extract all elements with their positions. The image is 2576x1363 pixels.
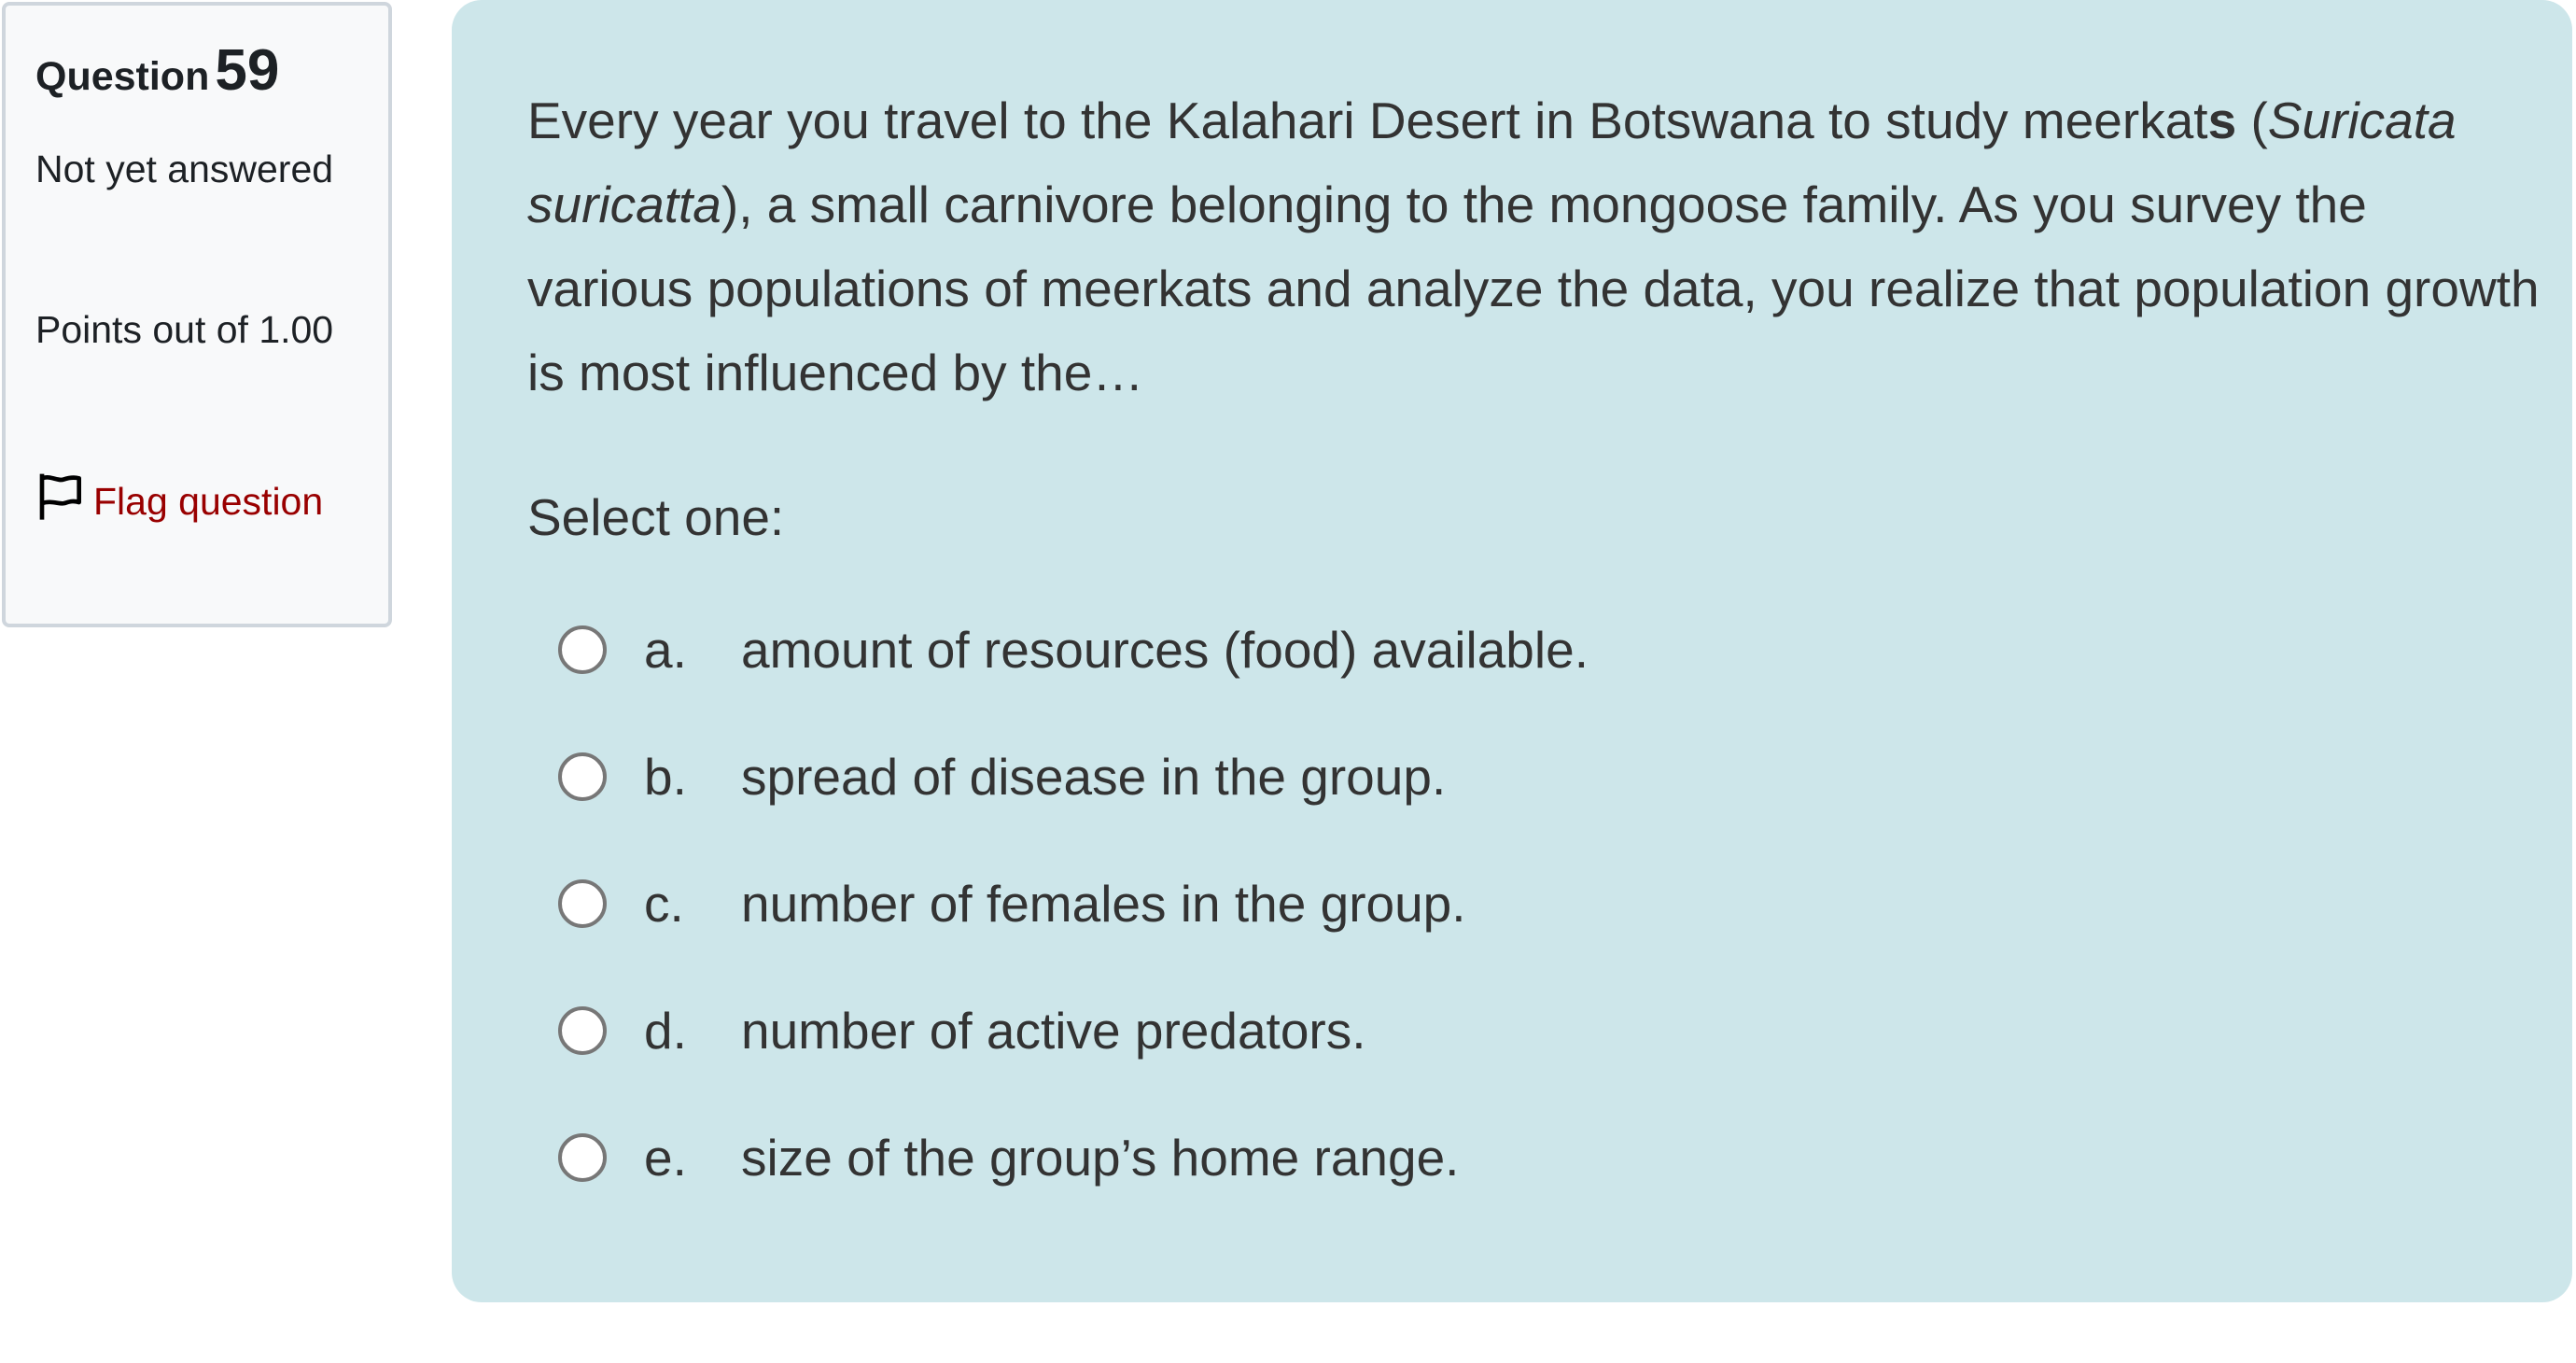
answer-option-e[interactable]: e. size of the group’s home range. <box>558 1094 1589 1221</box>
question-state: Not yet answered <box>35 148 334 190</box>
answer-options: a. amount of resources (food) available. … <box>558 586 1589 1221</box>
answer-prompt: Select one: <box>527 488 785 546</box>
answer-option-b[interactable]: b. spread of disease in the group. <box>558 713 1589 840</box>
flag-question-link[interactable]: Flag question <box>35 469 381 535</box>
answer-option-d[interactable]: d. number of active predators. <box>558 967 1589 1094</box>
question-info-box: Question59 Not yet answered Points out o… <box>2 2 392 627</box>
radio-button[interactable] <box>558 879 607 928</box>
question-grade: Points out of 1.00 <box>35 308 334 351</box>
radio-button[interactable] <box>558 625 607 674</box>
answer-option-a[interactable]: a. amount of resources (food) available. <box>558 586 1589 713</box>
flag-icon <box>39 473 81 520</box>
radio-button[interactable] <box>558 1133 607 1182</box>
question-content-panel: Every year you travel to the Kalahari De… <box>452 0 2572 1302</box>
question-text: Every year you travel to the Kalahari De… <box>527 91 2540 401</box>
answer-option-c[interactable]: c. number of females in the group. <box>558 840 1589 967</box>
radio-button[interactable] <box>558 1006 607 1055</box>
question-number: Question59 <box>35 38 280 103</box>
radio-button[interactable] <box>558 752 607 801</box>
